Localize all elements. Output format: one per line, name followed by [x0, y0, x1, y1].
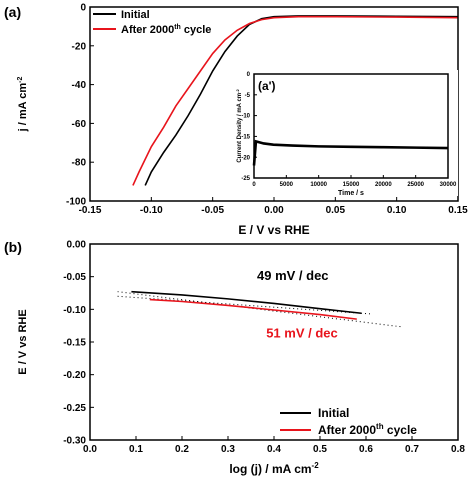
- panel-a-series-line-1: [132, 15, 459, 186]
- i-x-tick-label: 30000: [440, 182, 457, 188]
- b-x-tick-label: 0.0: [83, 444, 97, 455]
- panel-a-label: (a): [4, 4, 21, 20]
- inset-x-tick-labels: 0 5000 10000 15000 20000 25000 30000: [252, 182, 457, 188]
- b-x-tick-label: 0.5: [313, 444, 327, 455]
- panel-a-ticks: [89, 6, 459, 202]
- a-x-tick-label: 0.15: [448, 205, 468, 216]
- panel-b-series: [117, 290, 403, 328]
- i-y-tick-label: -5: [245, 93, 251, 99]
- i-x-tick-label: 10000: [310, 182, 327, 188]
- panel-a-series: [132, 15, 459, 186]
- panel-a-legend-after-tail: cycle: [181, 24, 212, 36]
- i-x-tick-label: 5000: [280, 182, 294, 188]
- b-y-tick-label: -0.05: [63, 272, 86, 283]
- panel-a-y-axis-label-main: j / mA cm: [17, 83, 29, 133]
- panel-a-legend-initial-text: Initial: [121, 9, 150, 21]
- panel-b-y-axis-label: E / V vs RHE: [17, 309, 29, 374]
- a-y-tick-label: -40: [72, 80, 87, 91]
- panel-a-legend-after-text: After 2000: [121, 24, 174, 36]
- panel-a-x-tick-labels: -0.15 -0.10 -0.05 0.00 0.05 0.10 0.15: [79, 205, 469, 216]
- i-y-tick-label: -25: [241, 176, 250, 182]
- panel-a-legend: Initial After 2000th cycle: [93, 9, 211, 36]
- a-y-tick-label: -100: [66, 197, 86, 208]
- panel-b-series-line-1: [149, 298, 357, 320]
- a-y-tick-label: -20: [72, 41, 87, 52]
- inset-x-axis-label: Time / s: [338, 190, 364, 197]
- panel-b-series-line-0: [131, 290, 362, 315]
- a-y-tick-label: -80: [72, 158, 87, 169]
- panel-b-legend-label-after: After 2000th cycle: [318, 422, 417, 437]
- panel-b-legend-initial-text: Initial: [318, 406, 349, 420]
- inset-background: [240, 70, 458, 196]
- b-x-tick-label: 0.3: [221, 444, 235, 455]
- panel-b-x-axis-label: log (j) / mA cm-2: [229, 461, 319, 476]
- panel-b-annotation-initial-slope: 49 mV / dec: [257, 268, 329, 283]
- panel-b-legend-label-initial: Initial: [318, 406, 349, 420]
- i-y-tick-label: -20: [241, 155, 250, 161]
- b-y-tick-label: -0.30: [63, 436, 86, 447]
- inset-y-axis-label-main: Current Density / mA cm: [237, 93, 243, 163]
- panel-a-x-axis-label: E / V vs RHE: [238, 223, 309, 237]
- panel-a: (a) -0.15 -0.10 -0.05 0.00 0.05 0.10 0.15 0-20…: [4, 3, 468, 238]
- inset-y-axis-label-sup: -2: [235, 89, 240, 93]
- i-x-tick-label: 25000: [407, 182, 424, 188]
- b-x-tick-label: 0.6: [359, 444, 373, 455]
- panel-a-legend-after-sup: th: [174, 24, 181, 31]
- b-y-tick-label: -0.15: [63, 338, 86, 349]
- a-y-tick-label: 0: [80, 3, 86, 14]
- inset-y-tick-labels: 0 -5 -10 -15 -20 -25: [241, 72, 250, 182]
- panel-b-legend: Initial After 2000th cycle: [280, 406, 417, 437]
- inset-series: [252, 139, 449, 166]
- panel-b-label: (b): [4, 239, 22, 255]
- panel-b-x-axis-label-main: log (j) / mA cm: [229, 462, 311, 476]
- a-x-tick-label: -0.05: [201, 205, 224, 216]
- inset-chart: 0 5000 10000 15000 20000 25000 30000 0 -5 -10 -15…: [235, 70, 458, 197]
- panel-b-annotation-after-slope: 51 mV / dec: [266, 325, 338, 340]
- a-x-tick-label: 0.00: [264, 205, 284, 216]
- i-x-tick-label: 0: [252, 182, 256, 188]
- i-x-tick-label: 20000: [375, 182, 392, 188]
- b-y-tick-label: 0.00: [67, 240, 87, 251]
- panel-b-fit-line-1: [117, 295, 371, 315]
- b-x-tick-label: 0.4: [267, 444, 281, 455]
- panel-a-legend-label-after: After 2000th cycle: [121, 24, 211, 36]
- a-y-tick-label: -60: [72, 119, 87, 130]
- a-x-tick-label: 0.05: [326, 205, 346, 216]
- i-x-tick-label: 15000: [343, 182, 360, 188]
- i-y-tick-label: -15: [241, 135, 250, 141]
- panel-b-x-axis-label-sup: -2: [312, 461, 320, 470]
- panel-b-legend-after-tail: cycle: [384, 423, 418, 437]
- i-y-tick-label: -10: [241, 114, 250, 120]
- b-y-tick-label: -0.25: [63, 403, 86, 414]
- b-x-tick-label: 0.2: [175, 444, 189, 455]
- a-x-tick-label: 0.10: [387, 205, 407, 216]
- inset-ticks: [253, 73, 449, 179]
- panel-a-legend-label-initial: Initial: [121, 9, 150, 21]
- inset-series-line-0: [252, 139, 449, 166]
- b-y-tick-label: -0.10: [63, 305, 86, 316]
- panel-b-x-tick-labels: 0.0 0.1 0.2 0.3 0.4 0.5 0.6 0.7 0.8: [83, 444, 465, 455]
- inset-label: (a'): [258, 79, 276, 93]
- panel-b-ticks: [89, 243, 459, 441]
- panel-b-y-tick-labels: 0.00 -0.05 -0.10 -0.15 -0.20 -0.25 -0.30: [63, 240, 86, 447]
- panel-a-y-axis-label: j / mA cm-2: [17, 77, 29, 133]
- b-x-tick-label: 0.7: [405, 444, 419, 455]
- a-x-tick-label: -0.15: [79, 205, 102, 216]
- panel-a-y-tick-labels: 0 -20 -40 -60 -80 -100: [66, 3, 86, 208]
- b-y-tick-label: -0.20: [63, 370, 86, 381]
- inset-y-axis-label: Current Density / mA cm-2: [235, 89, 243, 163]
- panel-b-legend-after-sup: th: [376, 422, 384, 431]
- a-x-tick-label: -0.10: [140, 205, 163, 216]
- panel-a-y-axis-label-sup: -2: [17, 77, 24, 83]
- b-x-tick-label: 0.1: [129, 444, 143, 455]
- panel-b-legend-after-text: After 2000: [318, 423, 376, 437]
- panel-b: (b) 0.0 0.1 0.2 0.3 0.4 0.5 0.6 0.7 0.8 0.00 -0.0…: [4, 239, 465, 476]
- b-x-tick-label: 0.8: [451, 444, 465, 455]
- i-y-tick-label: 0: [247, 72, 251, 78]
